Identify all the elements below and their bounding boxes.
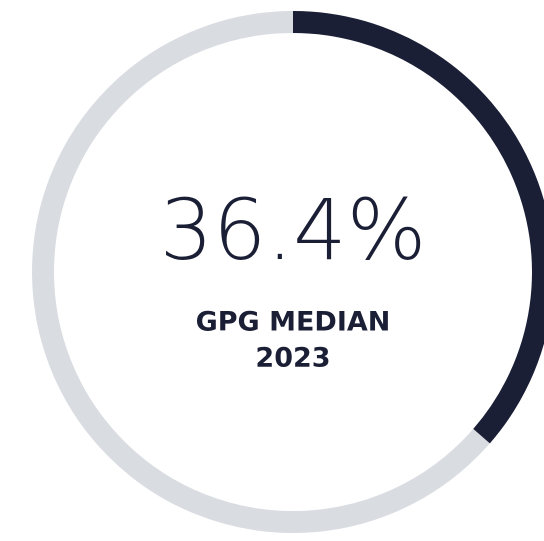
label-line: 2023: [255, 343, 330, 374]
label-line: GPG MEDIAN: [196, 307, 391, 338]
value-label: 36.4%: [160, 181, 427, 279]
value-arc: [292, 11, 544, 444]
